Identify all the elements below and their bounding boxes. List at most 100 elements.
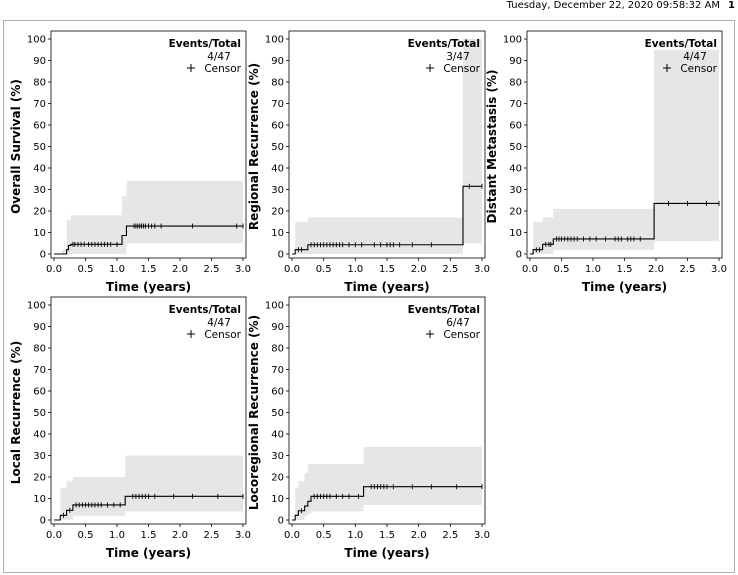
y-tick-label: 10: [509, 228, 522, 239]
y-tick-label: 100: [27, 301, 46, 312]
x-tick-label: 1.0: [109, 530, 125, 541]
y-tick-label: 40: [271, 430, 284, 441]
x-tick-label: 0.5: [78, 264, 94, 275]
y-tick-label: 70: [271, 99, 284, 110]
y-tick-label: 30: [271, 451, 284, 462]
y-tick-label: 60: [271, 387, 284, 398]
y-tick-label: 70: [33, 99, 46, 110]
y-tick-label: 90: [33, 322, 46, 333]
y-tick-label: 20: [271, 207, 284, 218]
chart-panel-1: 0.0 0.5 1.0 1.5 2.0 2.5 3.0 0 10 20 30 40 50 60 70 80 90…: [9, 30, 251, 294]
x-tick-label: 1.0: [109, 264, 125, 275]
x-axis-label: Time (years): [106, 280, 191, 294]
y-tick-label: 60: [271, 121, 284, 132]
y-tick-label: 100: [265, 301, 284, 312]
km-curve: [292, 486, 482, 521]
x-tick-label: 0.5: [78, 530, 94, 541]
legend-title: Events/Total: [645, 38, 717, 50]
x-tick-label: 0.0: [522, 264, 538, 275]
legend-censor-label: Censor: [204, 63, 241, 75]
y-tick-label: 70: [509, 99, 522, 110]
x-axis-label: Time (years): [106, 546, 191, 560]
x-tick-label: 1.5: [617, 264, 633, 275]
x-tick-label: 1.0: [347, 530, 363, 541]
y-tick-label: 80: [271, 344, 284, 355]
censor-legend-icon: [426, 330, 434, 338]
x-tick-label: 3.0: [474, 264, 490, 275]
x-tick-label: 1.5: [141, 530, 157, 541]
km-curve: [530, 202, 719, 255]
y-axis-label: Regional Recurrence (%): [247, 63, 261, 230]
y-tick-label: 80: [33, 344, 46, 355]
x-tick-label: 2.5: [204, 264, 220, 275]
y-axis-label: Local Recurrence (%): [9, 341, 23, 484]
x-tick-label: 0.0: [46, 264, 62, 275]
y-tick-label: 40: [271, 164, 284, 175]
x-tick-label: 2.0: [172, 530, 188, 541]
x-tick-label: 2.0: [648, 264, 664, 275]
legend-count: 6/47: [446, 317, 470, 329]
y-tick-label: 90: [33, 56, 46, 67]
censor-legend-icon: [426, 64, 434, 72]
y-tick-label: 30: [271, 185, 284, 196]
y-tick-label: 50: [271, 408, 284, 419]
y-tick-label: 60: [509, 121, 522, 132]
censor-legend-icon: [187, 330, 195, 338]
x-tick-label: 0.0: [46, 530, 62, 541]
x-axis-label: Time (years): [344, 280, 429, 294]
x-tick-label: 3.0: [235, 264, 251, 275]
y-tick-label: 0: [516, 250, 522, 261]
x-tick-label: 1.5: [379, 264, 395, 275]
chart-panel-3: 0.0 0.5 1.0 1.5 2.0 2.5 3.0 0 10 20 30 40 50 60 70 80 90…: [485, 30, 727, 294]
x-tick-label: 1.0: [347, 264, 363, 275]
y-tick-label: 20: [33, 207, 46, 218]
chart-panel-4: 0.0 0.5 1.0 1.5 2.0 2.5 3.0 0 10 20 30 40 50 60 70 80 90…: [9, 296, 251, 560]
x-tick-label: 3.0: [711, 264, 727, 275]
x-tick-label: 0.5: [316, 530, 332, 541]
y-tick-label: 70: [271, 365, 284, 376]
y-tick-label: 30: [33, 185, 46, 196]
y-tick-label: 10: [33, 228, 46, 239]
y-tick-label: 40: [33, 430, 46, 441]
legend-title: Events/Total: [408, 304, 480, 316]
legend-censor-label: Censor: [443, 329, 480, 341]
page-number: 1: [728, 0, 735, 11]
y-tick-label: 50: [33, 142, 46, 153]
y-tick-label: 0: [278, 516, 284, 527]
y-tick-label: 100: [27, 35, 46, 46]
x-tick-label: 2.5: [680, 264, 696, 275]
y-axis-label: Overall Survival (%): [9, 79, 23, 214]
censor-legend-icon: [663, 64, 671, 72]
y-tick-label: 50: [33, 408, 46, 419]
y-tick-label: 10: [271, 228, 284, 239]
y-tick-label: 10: [33, 494, 46, 505]
y-tick-label: 80: [509, 78, 522, 89]
y-tick-label: 30: [509, 185, 522, 196]
report-frame: [3, 20, 735, 573]
legend-title: Events/Total: [408, 38, 480, 50]
chart-panel-5: 0.0 0.5 1.0 1.5 2.0 2.5 3.0 0 10 20 30 40 50 60 70 80 90…: [247, 296, 490, 560]
y-tick-label: 90: [271, 322, 284, 333]
y-tick-label: 0: [40, 250, 46, 261]
legend-censor-label: Censor: [443, 63, 480, 75]
legend-count: 4/47: [683, 51, 707, 63]
legend-censor-label: Censor: [680, 63, 717, 75]
legend-count: 4/47: [207, 317, 231, 329]
y-tick-label: 80: [271, 78, 284, 89]
y-tick-label: 0: [278, 250, 284, 261]
y-tick-label: 0: [40, 516, 46, 527]
x-tick-label: 2.0: [411, 530, 427, 541]
y-tick-label: 20: [33, 473, 46, 484]
confidence-band: [60, 455, 243, 520]
x-tick-label: 1.5: [141, 264, 157, 275]
x-tick-label: 2.0: [172, 264, 188, 275]
y-tick-label: 100: [503, 35, 522, 46]
y-tick-label: 60: [33, 121, 46, 132]
y-axis-label: Distant Metastasis (%): [485, 70, 499, 224]
y-tick-label: 80: [33, 78, 46, 89]
x-tick-label: 2.0: [411, 264, 427, 275]
km-curve: [292, 185, 482, 255]
legend-title: Events/Total: [169, 304, 241, 316]
x-tick-label: 0.5: [554, 264, 570, 275]
